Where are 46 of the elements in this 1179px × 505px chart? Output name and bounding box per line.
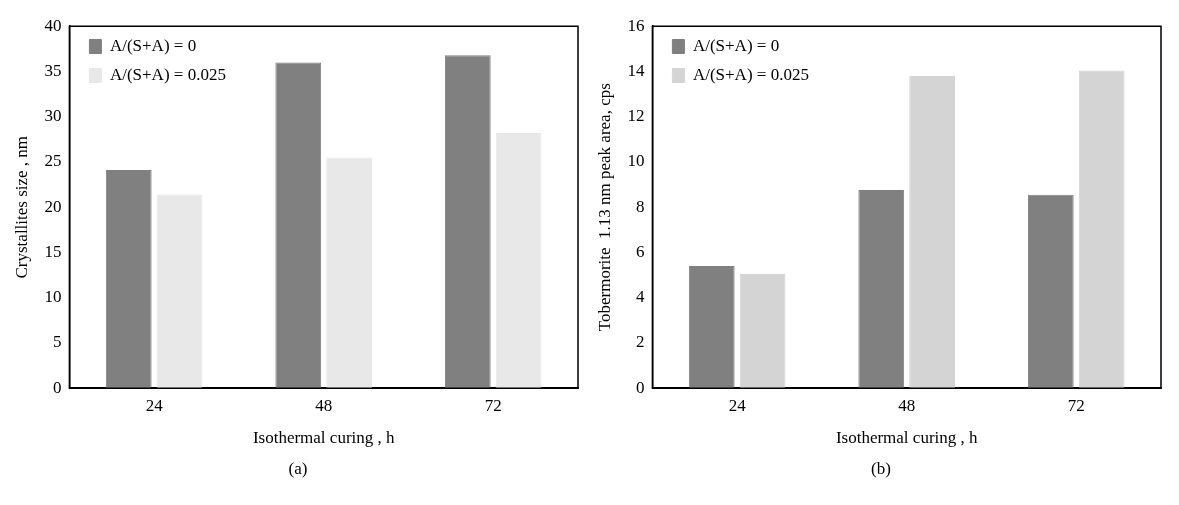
y-tick-label: 0: [52, 377, 62, 397]
bar: [739, 273, 786, 389]
bar: [909, 75, 956, 389]
y-tick-label: 0: [635, 377, 645, 397]
text: (b): [870, 459, 892, 479]
bar: [1027, 194, 1074, 389]
y-tick-label: 40: [44, 15, 62, 35]
y-tick-label: 2: [635, 332, 645, 352]
legend-label: A/(S+A) = 0: [109, 35, 197, 55]
x-tick-label: 72: [1067, 395, 1085, 415]
x-tick-label: 72: [484, 395, 502, 415]
y-tick-label: 16: [627, 15, 645, 35]
bar: [444, 55, 491, 389]
y-tick-label: 15: [44, 241, 62, 261]
x-tick-label: 24: [728, 395, 747, 415]
y-tick-label: 6: [635, 241, 645, 261]
y-axis-title: Tobermorite 1.13 nm peak area, cps: [594, 83, 614, 332]
bar: [326, 157, 373, 389]
y-tick-label: 10: [627, 151, 645, 171]
y-tick-label: 8: [635, 196, 645, 216]
y-axis-title: Crystallites size , nm: [11, 135, 31, 279]
y-tick-label: 30: [44, 106, 62, 126]
x-tick-label: 48: [315, 395, 333, 415]
bar: [156, 194, 203, 389]
bar: [495, 132, 542, 389]
x-tick-label: 48: [898, 395, 916, 415]
y-tick-label: 5: [52, 332, 62, 352]
y-tick-label: 20: [44, 196, 62, 216]
bar: [1078, 70, 1125, 389]
y-tick-label: 25: [44, 151, 62, 171]
bar: [105, 170, 152, 389]
legend-label: A/(S+A) = 0.025: [109, 64, 226, 84]
y-tick-label: 4: [635, 287, 645, 307]
y-tick-label: 35: [44, 60, 62, 80]
legend-label: A/(S+A) = 0: [692, 35, 780, 55]
text: (a): [287, 459, 309, 479]
bar: [858, 190, 905, 389]
x-axis-title: Isothermal curing , h: [835, 428, 979, 448]
bar: [275, 62, 322, 389]
bar: [688, 266, 735, 389]
y-tick-label: 14: [627, 60, 645, 80]
x-tick-label: 24: [145, 395, 164, 415]
legend-label: A/(S+A) = 0.025: [692, 64, 809, 84]
y-tick-label: 10: [44, 287, 62, 307]
y-tick-label: 12: [627, 106, 645, 126]
x-axis-title: Isothermal curing , h: [252, 428, 396, 448]
